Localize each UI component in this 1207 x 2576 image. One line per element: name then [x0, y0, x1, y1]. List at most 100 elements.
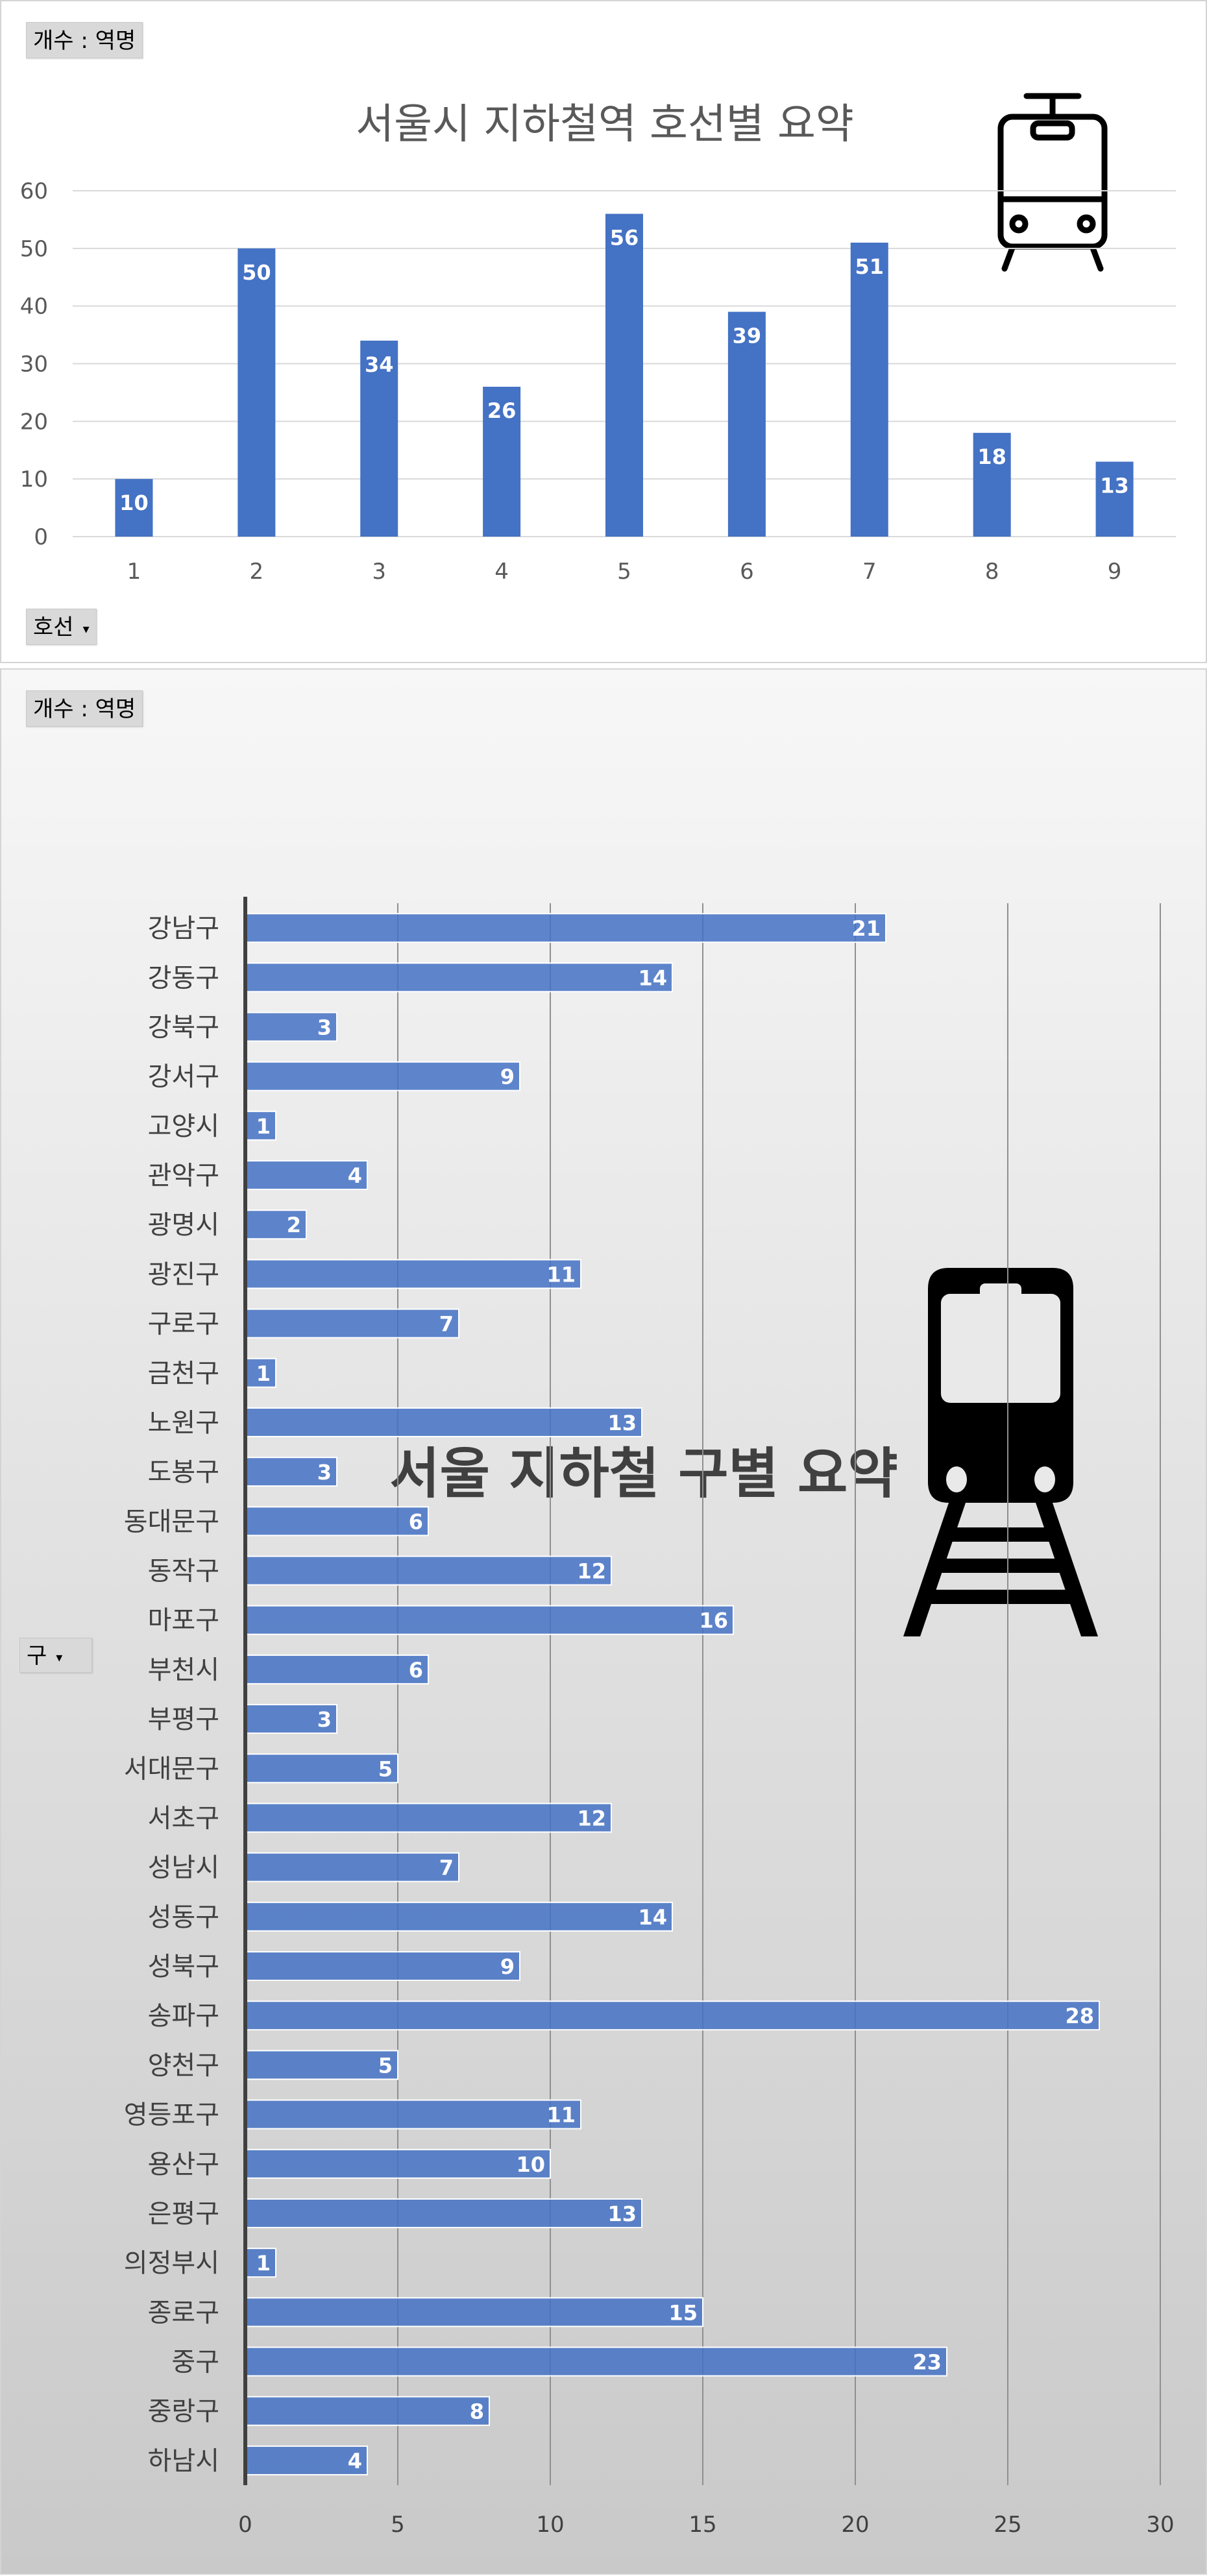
- data-label: 10: [516, 2152, 545, 2177]
- y-tick-label: 양천구: [148, 2050, 219, 2080]
- y-tick-label: 광진구: [148, 1259, 219, 1289]
- y-tick-label: 동대문구: [124, 1507, 219, 1537]
- data-label: 9: [500, 1954, 515, 1979]
- data-label: 1: [256, 1114, 271, 1139]
- y-tick-label: 금천구: [148, 1359, 219, 1389]
- y-tick-label: 강동구: [148, 963, 219, 993]
- bar: [245, 1506, 429, 1537]
- y-tick-label: 용산구: [148, 2150, 219, 2180]
- data-label: 7: [439, 1856, 454, 1880]
- bar: [245, 2099, 581, 2130]
- x-tick-label: 1: [127, 559, 141, 585]
- data-label: 11: [546, 1262, 576, 1287]
- y-tick-label: 하남시: [148, 2446, 219, 2476]
- data-label: 39: [733, 324, 762, 348]
- chart-title: 서울 지하철 구별 요약: [389, 1442, 898, 1505]
- data-label: 21: [851, 916, 881, 941]
- y-tick-label: 종로구: [148, 2298, 219, 2327]
- data-label: 16: [699, 1609, 728, 1633]
- y-tick-label: 성동구: [148, 1902, 219, 1932]
- y-tick-label: 0: [34, 524, 48, 550]
- bar: [245, 1259, 581, 1289]
- x-tick-label: 7: [862, 559, 877, 585]
- axis-field-button-district[interactable]: 구 ▾: [19, 1638, 92, 1673]
- bar: [727, 311, 766, 537]
- axis-field-label: 구: [27, 1643, 47, 1669]
- bar: [245, 1753, 398, 1784]
- bar: [245, 1654, 429, 1684]
- bar: [245, 1901, 673, 1932]
- data-label: 13: [1100, 474, 1129, 498]
- y-tick-label: 도봉구: [148, 1457, 219, 1487]
- bar: [245, 1209, 307, 1240]
- bar: [245, 1704, 337, 1734]
- bar: [245, 1605, 734, 1635]
- data-label: 14: [638, 1905, 667, 1930]
- value-field-button[interactable]: 개수 : 역명: [26, 22, 143, 58]
- y-tick-label: 노원구: [148, 1408, 219, 1438]
- axis-field-button-line[interactable]: 호선 ▾: [26, 609, 97, 645]
- data-label: 11: [546, 2103, 576, 2128]
- data-label: 23: [912, 2350, 942, 2375]
- y-tick-label: 강남구: [148, 914, 219, 943]
- x-tick-label: 10: [536, 2512, 564, 2538]
- x-tick-label: 3: [372, 559, 386, 585]
- bar: [245, 913, 886, 943]
- y-tick-label: 강서구: [148, 1062, 219, 1092]
- y-tick-label: 50: [20, 236, 48, 262]
- bar: [483, 387, 521, 537]
- y-tick-label: 강북구: [148, 1012, 219, 1042]
- bar: [850, 242, 888, 537]
- bar: [245, 1951, 520, 1982]
- bar: [245, 2297, 703, 2327]
- data-label: 13: [607, 1411, 637, 1435]
- data-label: 6: [409, 1658, 423, 1683]
- bar: [245, 1555, 612, 1586]
- y-tick-label: 중랑구: [148, 2397, 219, 2427]
- y-tick-label: 성남시: [148, 1853, 219, 1883]
- data-label: 4: [348, 1163, 362, 1188]
- y-tick-label: 구로구: [148, 1309, 219, 1339]
- bar: [245, 1012, 337, 1042]
- y-tick-label: 부천시: [148, 1655, 219, 1685]
- data-label: 50: [242, 260, 271, 285]
- data-label: 8: [470, 2400, 484, 2424]
- x-tick-label: 2: [250, 559, 264, 585]
- bar: [1095, 461, 1134, 537]
- axis-field-label: 호선: [33, 614, 74, 640]
- y-tick-label: 중구: [171, 2348, 219, 2377]
- y-tick-label: 영등포구: [124, 2100, 219, 2130]
- bar: [245, 1061, 520, 1091]
- bar: [245, 2396, 490, 2426]
- bar: [245, 1308, 459, 1339]
- value-field-button[interactable]: 개수 : 역명: [26, 690, 143, 727]
- bar: [238, 248, 276, 537]
- y-tick-label: 고양시: [148, 1112, 219, 1141]
- data-label: 5: [378, 2053, 393, 2078]
- bar: [245, 2248, 276, 2278]
- y-tick-label: 40: [20, 294, 48, 320]
- data-label: 6: [409, 1509, 423, 1534]
- y-tick-label: 성북구: [148, 1952, 219, 1982]
- y-tick-label: 30: [20, 352, 48, 378]
- bar: [245, 2198, 642, 2228]
- district-summary-chart-panel: 개수 : 역명 서울 지하철 구별 요약 구 ▾ 0 5 10 15 20 25 30 21 강남…: [0, 668, 1207, 2575]
- data-label: 13: [607, 2202, 637, 2226]
- x-tick-label: 15: [689, 2512, 716, 2538]
- data-label: 12: [577, 1559, 606, 1584]
- y-tick-label: 은평구: [148, 2199, 219, 2229]
- y-tick-label: 송파구: [148, 2001, 219, 2031]
- train-on-tracks-icon: [903, 1268, 1098, 1636]
- x-tick-label: 0: [238, 2512, 252, 2538]
- bar: [115, 479, 153, 537]
- dropdown-arrow-icon: ▾: [56, 1649, 63, 1665]
- data-label: 12: [577, 1806, 606, 1830]
- bar: [360, 340, 398, 537]
- data-label: 28: [1065, 2004, 1094, 2028]
- x-tick-label: 25: [994, 2512, 1021, 2538]
- tram-outline-icon: [997, 93, 1108, 272]
- dropdown-arrow-icon: ▾: [82, 620, 90, 637]
- data-label: 34: [365, 352, 394, 377]
- data-label: 1: [256, 2251, 271, 2276]
- x-tick-label: 9: [1108, 559, 1122, 585]
